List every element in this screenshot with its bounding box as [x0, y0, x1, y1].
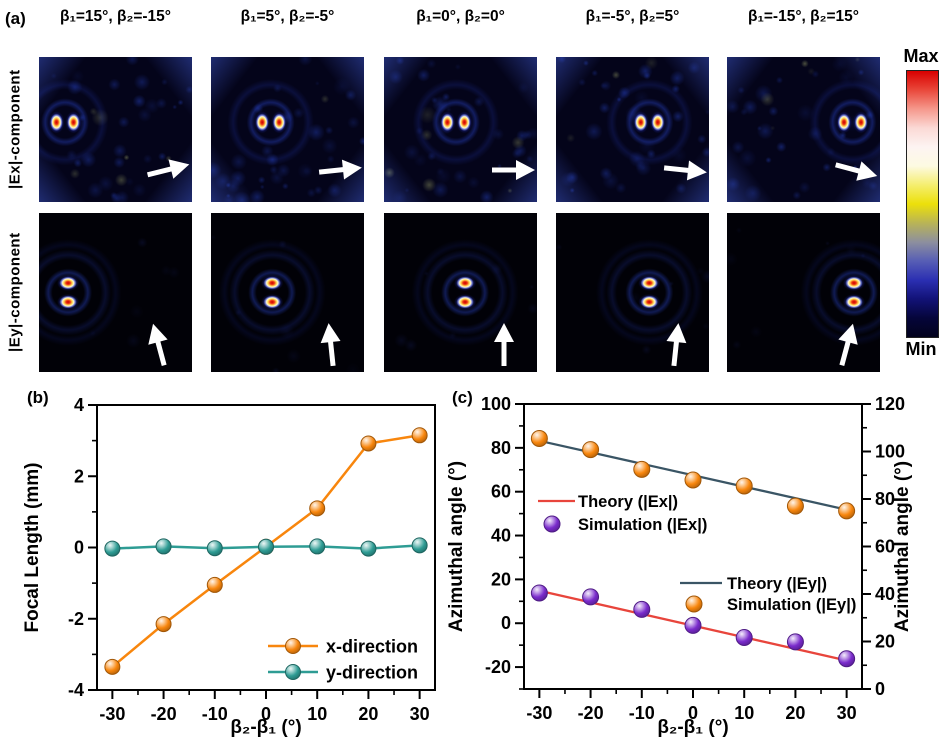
svg-text:x-direction: x-direction	[326, 637, 418, 657]
column-title: β₁=0°, β₂=0°	[416, 8, 505, 25]
svg-text:Focal Length (mm): Focal Length (mm)	[22, 463, 43, 633]
polarization-arrow-icon	[146, 159, 190, 179]
field-map-ey-col3	[384, 213, 537, 372]
column-title: β₁=-5°, β₂=5°	[585, 8, 680, 25]
column-title: β₁=15°, β₂=-15°	[60, 8, 171, 25]
svg-text:60: 60	[875, 537, 895, 557]
svg-text:0: 0	[74, 538, 84, 558]
svg-text:60: 60	[491, 482, 511, 502]
polarization-arrow-icon	[663, 160, 707, 181]
svg-text:30: 30	[410, 704, 430, 724]
polarization-arrow-icon	[318, 159, 362, 180]
svg-text:0: 0	[501, 613, 511, 633]
row-label-ey-component: |Ey|-component	[6, 232, 24, 353]
svg-text:-10: -10	[629, 703, 655, 723]
svg-text:Theory (|Ey|): Theory (|Ey|)	[727, 575, 827, 593]
panel-c-tag: (c)	[452, 388, 473, 407]
polarization-arrow-icon	[320, 323, 341, 367]
svg-text:100: 100	[481, 394, 511, 414]
polarization-arrow-icon	[148, 323, 168, 366]
field-map-ey-col4	[556, 213, 709, 372]
azimuthal-angle-chart: -30 -20 -10 0 10 20 30 100 80 60 40 20 0 -20 120 100 80 6…	[446, 394, 913, 738]
svg-text:y-direction: y-direction	[326, 663, 418, 683]
svg-text:Theory (|Ex|): Theory (|Ex|)	[578, 493, 678, 511]
svg-text:10: 10	[307, 704, 327, 724]
colorbar-max-label: Max	[903, 46, 939, 66]
polarization-arrow-icon	[666, 323, 687, 367]
column-title: β₁=5°, β₂=-5°	[240, 8, 335, 25]
polarization-arrow-icon	[492, 160, 535, 180]
panel-b-tag: (b)	[27, 388, 49, 407]
svg-text:Azimuthal angle (°): Azimuthal angle (°)	[446, 461, 467, 632]
svg-text:-2: -2	[68, 609, 84, 629]
svg-text:20: 20	[491, 569, 511, 589]
svg-text:-20: -20	[578, 703, 604, 723]
polarization-arrow-icon	[835, 161, 878, 181]
svg-text:Azimuthal angle (°): Azimuthal angle (°)	[892, 461, 913, 632]
svg-text:20: 20	[358, 704, 378, 724]
field-map-ey-col1	[39, 213, 192, 372]
svg-text:80: 80	[875, 489, 895, 509]
svg-text:2: 2	[74, 466, 84, 486]
field-map-ex-col2	[211, 57, 364, 202]
svg-text:4: 4	[74, 395, 84, 415]
svg-text:-30: -30	[99, 704, 125, 724]
svg-text:Simulation (|Ey|): Simulation (|Ey|)	[727, 596, 856, 614]
svg-text:-20: -20	[151, 704, 177, 724]
svg-text:Simulation (|Ex|): Simulation (|Ex|)	[578, 516, 707, 534]
svg-text:40: 40	[491, 526, 511, 546]
svg-text:40: 40	[875, 584, 895, 604]
svg-text:120: 120	[875, 394, 905, 414]
svg-text:0: 0	[261, 704, 271, 724]
column-title: β₁=-15°, β₂=15°	[748, 8, 859, 25]
svg-text:20: 20	[785, 703, 805, 723]
panel-a-tag: (a)	[5, 9, 26, 28]
colorbar	[906, 70, 939, 338]
svg-text:100: 100	[875, 442, 905, 462]
field-map-ey-col2	[211, 213, 364, 372]
svg-text:0: 0	[688, 703, 698, 723]
svg-text:20: 20	[875, 632, 895, 652]
field-map-ex-col3	[384, 57, 537, 202]
field-map-ey-col5	[727, 213, 880, 372]
svg-text:β₂-β₁ (°): β₂-β₁ (°)	[230, 717, 301, 738]
row-label-ex-component: |Ex|-component	[6, 69, 24, 190]
polarization-arrow-icon	[494, 323, 514, 366]
svg-text:-4: -4	[68, 680, 84, 700]
colorbar-min-label: Min	[905, 339, 937, 359]
svg-text:10: 10	[734, 703, 754, 723]
svg-text:0: 0	[875, 679, 885, 699]
field-map-ex-col4	[556, 57, 709, 202]
svg-text:β₂-β₁ (°): β₂-β₁ (°)	[657, 717, 728, 738]
svg-text:-10: -10	[202, 704, 228, 724]
svg-text:-20: -20	[485, 657, 511, 677]
polarization-arrow-icon	[838, 323, 858, 366]
field-map-ex-col1	[39, 57, 192, 202]
svg-text:80: 80	[491, 438, 511, 458]
svg-text:-30: -30	[526, 703, 552, 723]
svg-text:30: 30	[837, 703, 857, 723]
field-map-ex-col5	[727, 57, 880, 202]
